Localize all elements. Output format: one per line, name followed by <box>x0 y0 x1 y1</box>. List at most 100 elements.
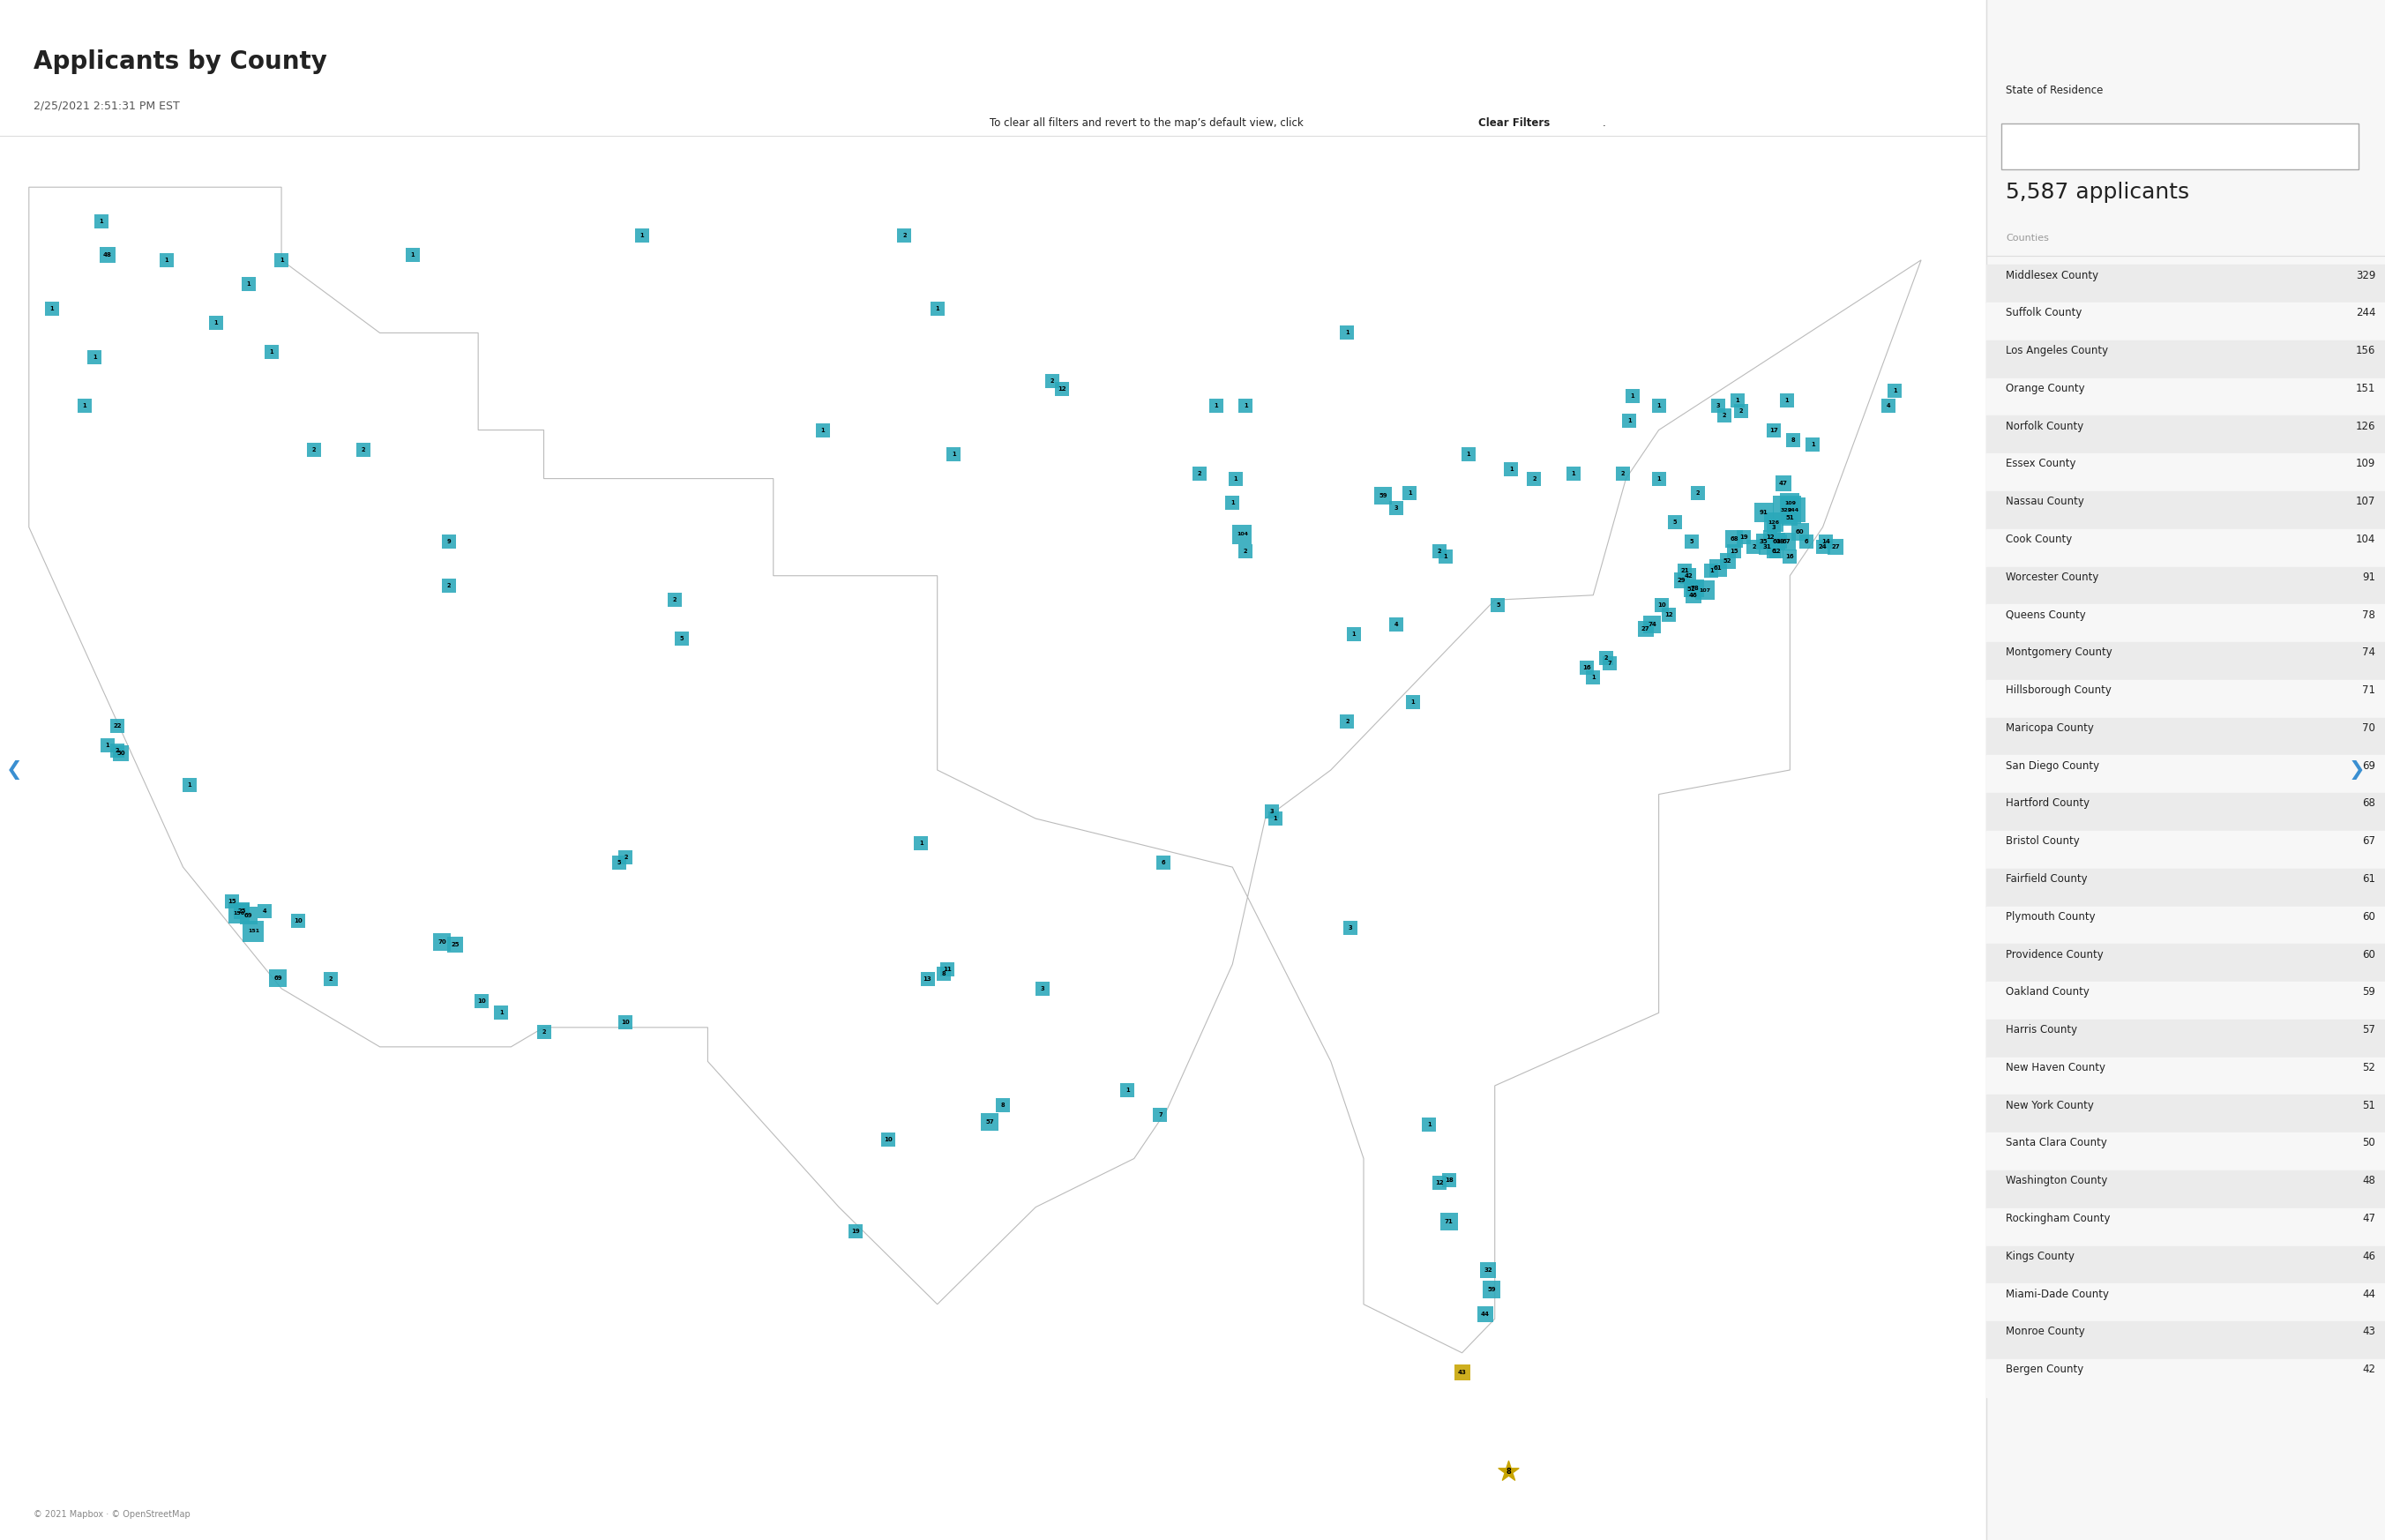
Text: 48: 48 <box>103 253 112 257</box>
Point <box>601 850 639 875</box>
Text: Miami-Dade County: Miami-Dade County <box>2006 1287 2108 1300</box>
Point <box>1665 559 1703 584</box>
Text: ❯: ❯ <box>2349 761 2364 779</box>
Point <box>436 933 475 958</box>
Text: 6: 6 <box>1805 539 1808 544</box>
Text: 1: 1 <box>952 451 956 457</box>
Text: 1: 1 <box>1658 476 1660 480</box>
Point <box>1765 471 1803 496</box>
Text: 1: 1 <box>83 403 86 408</box>
Text: Los Angeles County: Los Angeles County <box>2006 345 2108 356</box>
Bar <box>1987 1360 2385 1397</box>
Text: Worcester County: Worcester County <box>2006 571 2099 582</box>
FancyBboxPatch shape <box>2001 123 2359 169</box>
Text: 14: 14 <box>1822 539 1829 544</box>
Text: 12: 12 <box>1057 387 1066 391</box>
Text: 156: 156 <box>2356 345 2375 356</box>
Point <box>1328 708 1367 733</box>
Point <box>1715 539 1753 564</box>
Text: 5: 5 <box>680 636 684 642</box>
Text: 2: 2 <box>114 748 119 753</box>
Point <box>1450 442 1488 467</box>
Text: Providence County: Providence County <box>2006 949 2104 959</box>
Text: 151: 151 <box>2356 383 2375 394</box>
Point <box>1748 534 1786 559</box>
Bar <box>1987 453 2385 491</box>
Text: 70: 70 <box>439 939 446 946</box>
Text: 1: 1 <box>215 320 217 326</box>
Point <box>198 311 236 336</box>
Text: 1: 1 <box>639 233 644 239</box>
Text: 42: 42 <box>1684 573 1693 579</box>
Text: Fairfield County: Fairfield County <box>2006 873 2087 884</box>
Text: 61: 61 <box>1712 565 1722 571</box>
Text: 1: 1 <box>1510 467 1512 471</box>
Point <box>985 1093 1023 1118</box>
Point <box>1033 370 1071 394</box>
Point <box>1672 530 1710 554</box>
Text: Hillsborough County: Hillsborough County <box>2006 684 2111 696</box>
Point <box>1808 530 1846 554</box>
Point <box>262 248 301 273</box>
Text: 3: 3 <box>1040 986 1045 992</box>
Text: 12: 12 <box>1765 534 1774 539</box>
Point <box>1426 544 1464 568</box>
Text: 10: 10 <box>622 1019 630 1026</box>
Point <box>909 967 947 992</box>
Text: 51: 51 <box>1686 587 1696 591</box>
Point <box>1023 976 1061 1001</box>
Point <box>224 898 262 922</box>
Point <box>1662 568 1701 593</box>
Point <box>1677 576 1715 601</box>
Point <box>1691 559 1729 584</box>
Point <box>663 627 701 651</box>
Point <box>98 738 136 762</box>
Text: To clear all filters and revert to the map’s default view, click: To clear all filters and revert to the m… <box>990 117 1307 128</box>
Text: Queens County: Queens County <box>2006 610 2087 621</box>
Point <box>1252 799 1290 824</box>
Text: 91: 91 <box>2361 571 2375 582</box>
Text: 44: 44 <box>2361 1287 2375 1300</box>
Point <box>1770 505 1810 530</box>
Text: 48: 48 <box>2361 1175 2375 1186</box>
Point <box>253 340 291 365</box>
Text: 8: 8 <box>942 972 947 976</box>
Bar <box>1987 718 2385 756</box>
Point <box>1109 1078 1147 1103</box>
Text: 10: 10 <box>477 998 487 1004</box>
Point <box>1760 530 1798 554</box>
Bar <box>1987 491 2385 528</box>
Text: 8: 8 <box>1002 1103 1004 1107</box>
Text: 1: 1 <box>50 306 55 311</box>
Text: 32: 32 <box>1483 1267 1493 1274</box>
Point <box>1870 393 1908 417</box>
Bar <box>1987 1058 2385 1095</box>
Text: 1: 1 <box>1345 330 1350 336</box>
Text: 1: 1 <box>93 354 95 360</box>
Bar <box>1987 793 2385 832</box>
Text: 1: 1 <box>1784 399 1789 403</box>
Text: 107: 107 <box>1698 588 1710 593</box>
Bar <box>1987 528 2385 567</box>
Point <box>1698 556 1736 581</box>
Point <box>1672 578 1710 602</box>
Text: 7: 7 <box>1607 661 1612 665</box>
Text: 16: 16 <box>1786 554 1794 559</box>
Text: 91: 91 <box>1760 510 1767 516</box>
Text: Hartford County: Hartford County <box>2006 798 2089 808</box>
Text: 6: 6 <box>1161 859 1166 865</box>
Point <box>219 901 258 926</box>
Point <box>918 296 956 320</box>
Text: 47: 47 <box>1779 480 1789 487</box>
Text: 2: 2 <box>673 598 677 602</box>
Point <box>1770 544 1810 568</box>
Bar <box>1987 983 2385 1019</box>
Text: 31: 31 <box>1763 544 1772 550</box>
Text: 244: 244 <box>2356 308 2375 319</box>
Text: 8: 8 <box>1791 437 1796 442</box>
Text: 126: 126 <box>2356 420 2375 431</box>
Point <box>463 989 501 1013</box>
Text: Harris County: Harris County <box>2006 1024 2077 1035</box>
Bar <box>1987 944 2385 983</box>
Bar <box>1987 340 2385 377</box>
